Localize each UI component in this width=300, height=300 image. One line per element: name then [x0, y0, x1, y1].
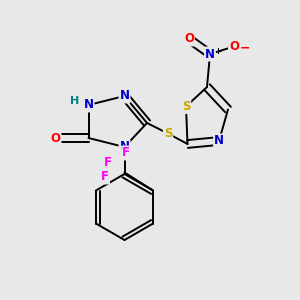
Text: F: F: [101, 170, 109, 184]
Text: O: O: [229, 40, 239, 53]
Text: H: H: [70, 95, 80, 106]
Text: F: F: [122, 146, 130, 160]
Text: −: −: [240, 41, 251, 55]
Text: N: N: [83, 98, 94, 112]
Text: O: O: [50, 131, 61, 145]
Text: O: O: [184, 32, 194, 46]
Text: F: F: [104, 155, 112, 169]
Text: N: N: [119, 89, 130, 103]
Text: N: N: [214, 134, 224, 148]
Text: S: S: [164, 127, 172, 140]
Text: N: N: [205, 47, 215, 61]
Text: +: +: [214, 46, 221, 56]
Text: S: S: [182, 100, 190, 113]
Text: N: N: [119, 140, 130, 154]
